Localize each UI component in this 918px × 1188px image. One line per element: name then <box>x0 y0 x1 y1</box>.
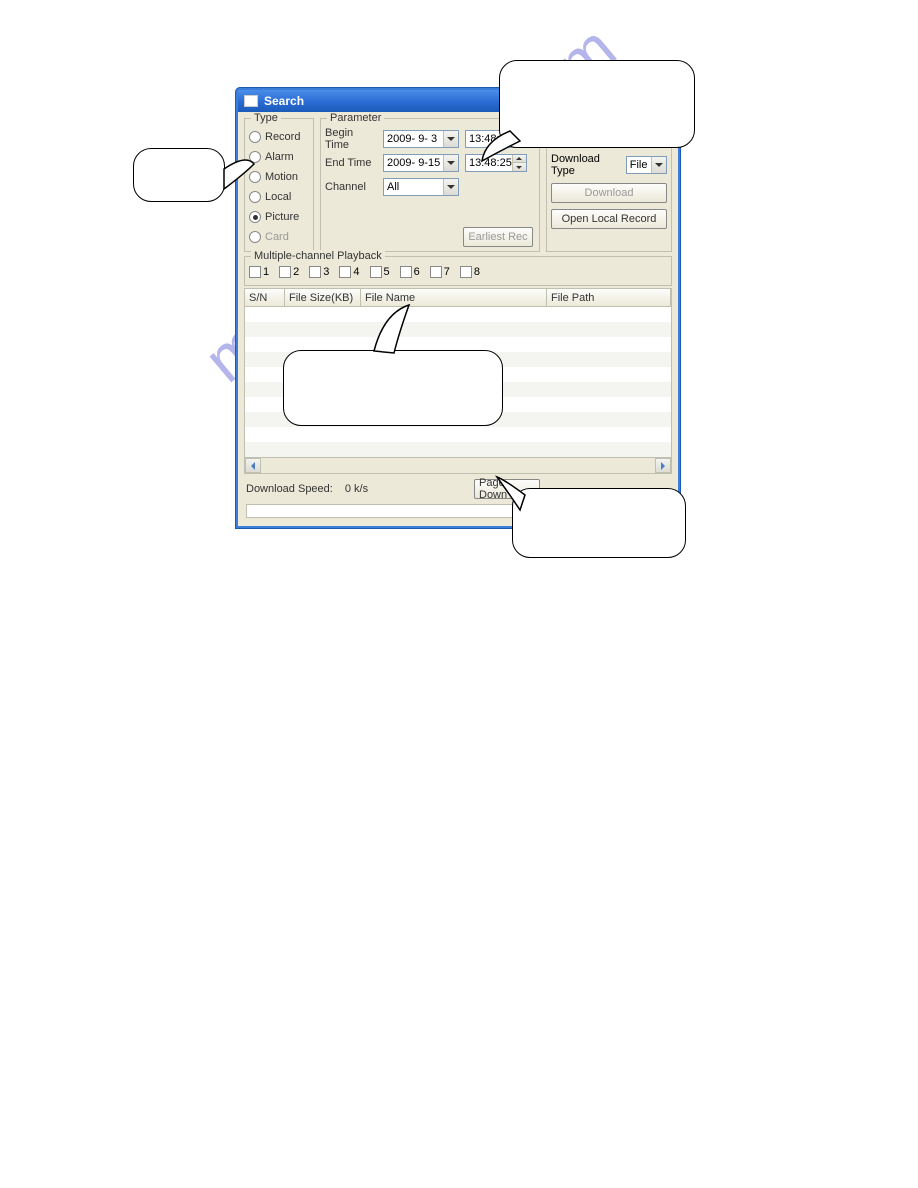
callout-bubble <box>499 60 695 148</box>
earliest-rec-button[interactable]: Earliest Rec <box>463 227 533 247</box>
download-speed-label: Download Speed: <box>246 483 333 495</box>
radio-label: Record <box>265 131 300 143</box>
callout-bubble <box>133 148 225 202</box>
button-label: Download <box>585 187 634 199</box>
radio-local[interactable]: Local <box>249 187 309 207</box>
type-group-title: Type <box>251 112 281 124</box>
channel-checkbox-2[interactable]: 2 <box>279 266 299 278</box>
window-icon <box>244 95 258 107</box>
download-type-label: Download Type <box>551 153 622 177</box>
checkbox-icon <box>339 266 351 278</box>
radio-label: Motion <box>265 171 298 183</box>
horizontal-scrollbar[interactable] <box>245 457 671 473</box>
scroll-track[interactable] <box>261 458 655 473</box>
radio-label: Card <box>265 231 289 243</box>
download-button[interactable]: Download <box>551 183 667 203</box>
begin-date-combo[interactable]: 2009- 9- 3 <box>383 130 459 148</box>
checkbox-icon <box>430 266 442 278</box>
chevron-down-icon <box>443 155 458 171</box>
channel-checkbox-7[interactable]: 7 <box>430 266 450 278</box>
chevron-down-icon <box>651 157 666 173</box>
download-type-combo[interactable]: File <box>626 156 667 174</box>
chevron-down-icon <box>443 179 458 195</box>
channel-checkbox-5[interactable]: 5 <box>370 266 390 278</box>
radio-motion[interactable]: Motion <box>249 167 309 187</box>
col-file-size[interactable]: File Size(KB) <box>285 289 361 306</box>
parameter-group-title: Parameter <box>327 112 384 124</box>
callout-bubble <box>512 488 686 558</box>
checkbox-icon <box>370 266 382 278</box>
begin-date-value: 2009- 9- 3 <box>384 133 443 145</box>
channel-checkbox-4[interactable]: 4 <box>339 266 359 278</box>
radio-alarm[interactable]: Alarm <box>249 147 309 167</box>
channel-checkbox-6[interactable]: 6 <box>400 266 420 278</box>
channel-value: All <box>384 181 443 193</box>
radio-picture[interactable]: Picture <box>249 207 309 227</box>
radio-record[interactable]: Record <box>249 127 309 147</box>
radio-icon <box>249 131 261 143</box>
col-file-path[interactable]: File Path <box>547 289 671 306</box>
scroll-left-icon[interactable] <box>245 458 261 473</box>
window-content: Type Record Alarm Motion Local <box>238 112 678 526</box>
checkbox-icon <box>279 266 291 278</box>
col-sn[interactable]: S/N <box>245 289 285 306</box>
checkbox-icon <box>400 266 412 278</box>
end-date-value: 2009- 9-15 <box>384 157 443 169</box>
multiple-channel-playback-group: Multiple-channel Playback 1 2 3 4 5 6 7 … <box>244 256 672 286</box>
end-time-label: End Time <box>325 157 377 169</box>
mpb-title: Multiple-channel Playback <box>251 250 385 262</box>
channel-checkbox-1[interactable]: 1 <box>249 266 269 278</box>
scroll-right-icon[interactable] <box>655 458 671 473</box>
radio-label: Alarm <box>265 151 294 163</box>
radio-label: Picture <box>265 211 299 223</box>
open-local-record-button[interactable]: Open Local Record <box>551 209 667 229</box>
channel-checkbox-8[interactable]: 8 <box>460 266 480 278</box>
download-type-value: File <box>627 159 651 171</box>
window-title: Search <box>264 94 304 108</box>
end-date-combo[interactable]: 2009- 9-15 <box>383 154 459 172</box>
channel-checkbox-3[interactable]: 3 <box>309 266 329 278</box>
checkbox-icon <box>460 266 472 278</box>
checkbox-icon <box>249 266 261 278</box>
checkbox-icon <box>309 266 321 278</box>
download-speed-value: 0 k/s <box>345 483 368 495</box>
table-header: S/N File Size(KB) File Name File Path <box>245 289 671 307</box>
channel-combo[interactable]: All <box>383 178 459 196</box>
chevron-down-icon <box>443 131 458 147</box>
button-label: Open Local Record <box>562 213 657 225</box>
radio-card: Card <box>249 227 309 247</box>
begin-time-label: Begin Time <box>325 127 377 151</box>
search-window: Search Type Record Alarm Motion <box>236 88 680 528</box>
channel-label: Channel <box>325 181 377 193</box>
button-label: Earliest Rec <box>468 231 527 243</box>
radio-icon <box>249 191 261 203</box>
radio-icon <box>249 211 261 223</box>
radio-label: Local <box>265 191 291 203</box>
callout-bubble <box>283 350 503 426</box>
radio-icon <box>249 231 261 243</box>
